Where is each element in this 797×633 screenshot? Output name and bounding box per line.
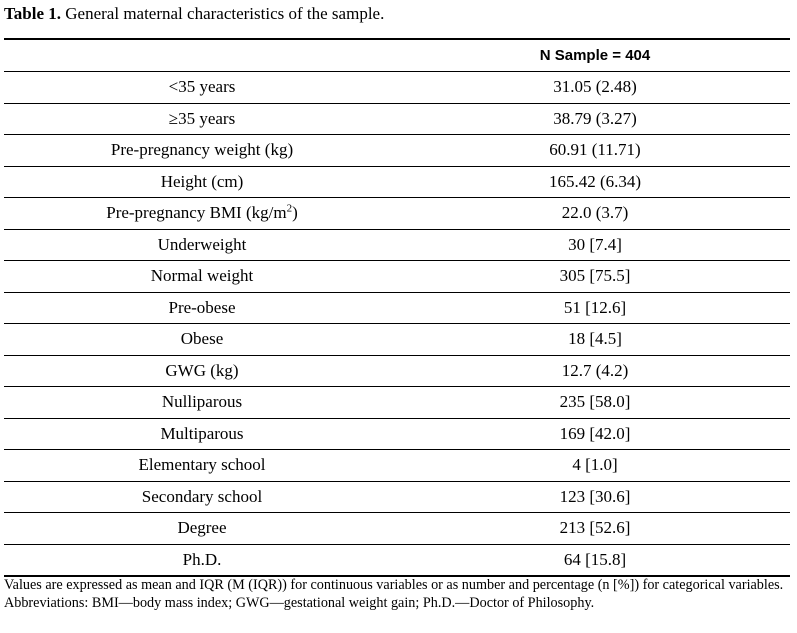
- row-variable-cell: Pre-pregnancy weight (kg): [4, 134, 400, 167]
- row-variable-cell: <35 years: [4, 71, 400, 104]
- table-row: Normal weight 305 [75.5]: [4, 260, 790, 293]
- table-row: ≥35 years 38.79 (3.27): [4, 103, 790, 135]
- table-row: Height (cm) 165.42 (6.34): [4, 166, 790, 198]
- row-variable-cell: Elementary school: [4, 449, 400, 482]
- table-row: Secondary school 123 [30.6]: [4, 481, 790, 513]
- table-footnote: Values are expressed as mean and IQR (M …: [4, 577, 784, 611]
- row-value-cell: 60.91 (11.71): [400, 134, 790, 167]
- row-value-cell: 22.0 (3.7): [400, 197, 790, 230]
- row-value-cell: 4 [1.0]: [400, 449, 790, 482]
- row-value-cell: 213 [52.6]: [400, 512, 790, 545]
- row-variable-cell: GWG (kg): [4, 355, 400, 387]
- row-variable-cell: Obese: [4, 323, 400, 356]
- table-caption-label: Table 1.: [4, 4, 62, 23]
- table-row: Multiparous 169 [42.0]: [4, 418, 790, 450]
- table-caption-text: General maternal characteristics of the …: [65, 4, 385, 23]
- table-row: Pre-obese 51 [12.6]: [4, 292, 790, 324]
- row-value-cell: 235 [58.0]: [400, 386, 790, 419]
- table-row: Obese 18 [4.5]: [4, 323, 790, 356]
- table-row: Pre-pregnancy BMI (kg/m2) 22.0 (3.7): [4, 197, 790, 230]
- row-value-cell: 64 [15.8]: [400, 544, 790, 577]
- row-variable-cell: Height (cm): [4, 166, 400, 198]
- row-value-cell: 165.42 (6.34): [400, 166, 790, 198]
- table-body: <35 years 31.05 (2.48) ≥35 years 38.79 (…: [4, 71, 790, 577]
- row-value-cell: 51 [12.6]: [400, 292, 790, 324]
- row-value-cell: 169 [42.0]: [400, 418, 790, 450]
- header-variable-cell: [4, 38, 400, 72]
- row-variable-cell: ≥35 years: [4, 103, 400, 135]
- row-variable-cell: Pre-obese: [4, 292, 400, 324]
- table-row: Degree 213 [52.6]: [4, 512, 790, 545]
- row-variable-cell: Underweight: [4, 229, 400, 261]
- row-variable-superscript: 2: [286, 202, 293, 215]
- row-variable-cell: Degree: [4, 512, 400, 545]
- table-row: Ph.D. 64 [15.8]: [4, 544, 790, 577]
- row-value-cell: 31.05 (2.48): [400, 71, 790, 104]
- row-value-cell: 305 [75.5]: [400, 260, 790, 293]
- table-row: GWG (kg) 12.7 (4.2): [4, 355, 790, 387]
- table-row: Nulliparous 235 [58.0]: [4, 386, 790, 419]
- row-variable-suffix: ): [292, 203, 298, 223]
- row-value-cell: 123 [30.6]: [400, 481, 790, 513]
- table-row: Underweight 30 [7.4]: [4, 229, 790, 261]
- header-sample-cell: N Sample = 404: [400, 38, 790, 72]
- row-variable-cell: Multiparous: [4, 418, 400, 450]
- row-variable-cell: Secondary school: [4, 481, 400, 513]
- table-caption: Table 1. General maternal characteristic…: [4, 4, 384, 24]
- table-row: Elementary school 4 [1.0]: [4, 449, 790, 482]
- row-variable-cell: Nulliparous: [4, 386, 400, 419]
- row-value-cell: 38.79 (3.27): [400, 103, 790, 135]
- row-variable-cell: Normal weight: [4, 260, 400, 293]
- row-variable-text: Pre-pregnancy BMI (kg/m: [106, 203, 287, 223]
- maternal-characteristics-table: N Sample = 404 <35 years 31.05 (2.48) ≥3…: [4, 38, 790, 577]
- row-value-cell: 12.7 (4.2): [400, 355, 790, 387]
- table-row: Pre-pregnancy weight (kg) 60.91 (11.71): [4, 134, 790, 167]
- table-row: <35 years 31.05 (2.48): [4, 71, 790, 104]
- row-variable-cell: Pre-pregnancy BMI (kg/m2): [4, 197, 400, 230]
- row-variable-cell: Ph.D.: [4, 544, 400, 577]
- row-value-cell: 18 [4.5]: [400, 323, 790, 356]
- table-header-row: N Sample = 404: [4, 38, 790, 72]
- row-value-cell: 30 [7.4]: [400, 229, 790, 261]
